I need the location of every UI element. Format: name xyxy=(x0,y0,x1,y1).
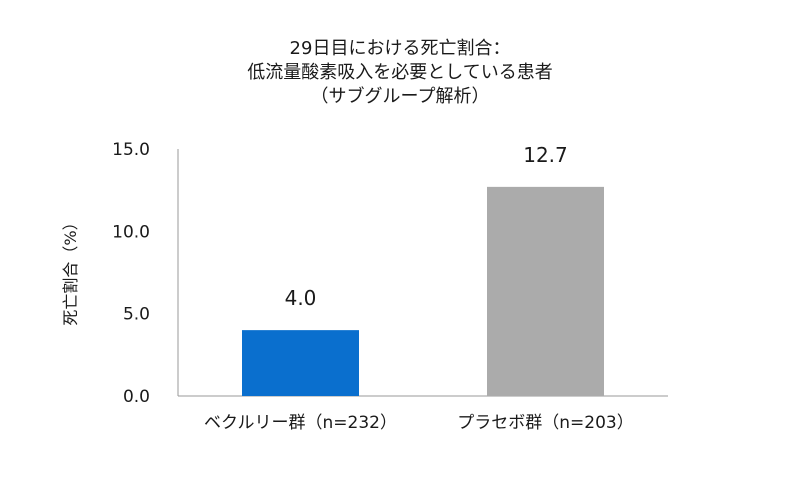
y-axis-title: 死亡割合（%） xyxy=(61,214,80,325)
chart-title-line-2: 低流量酸素吸入を必要としている患者 xyxy=(247,62,552,83)
y-tick-label: 10.0 xyxy=(112,222,150,242)
x-category-label: プラセボ群（n=203） xyxy=(457,413,633,433)
x-category-label: ベクルリー群（n=232） xyxy=(204,413,397,433)
bar xyxy=(242,330,359,396)
bar xyxy=(487,186,604,396)
data-labels: 4.0 12.7 xyxy=(285,143,568,310)
chart-title: 29日目における死亡割合： 低流量酸素吸入を必要としている患者 （サブグループ解… xyxy=(247,38,552,107)
bar-value-label: 4.0 xyxy=(285,286,317,310)
chart-title-line-1: 29日目における死亡割合： xyxy=(290,38,511,59)
y-tick-labels: 0.0 5.0 10.0 15.0 xyxy=(112,140,150,407)
y-tick-label: 5.0 xyxy=(123,305,150,325)
chart-title-line-3: （サブグループ解析） xyxy=(311,85,490,107)
category-labels: ベクルリー群（n=232） プラセボ群（n=203） xyxy=(204,413,634,433)
y-tick-label: 15.0 xyxy=(112,140,150,160)
y-tick-label: 0.0 xyxy=(123,387,150,407)
bar-value-label: 12.7 xyxy=(523,143,568,167)
bars xyxy=(242,186,604,396)
